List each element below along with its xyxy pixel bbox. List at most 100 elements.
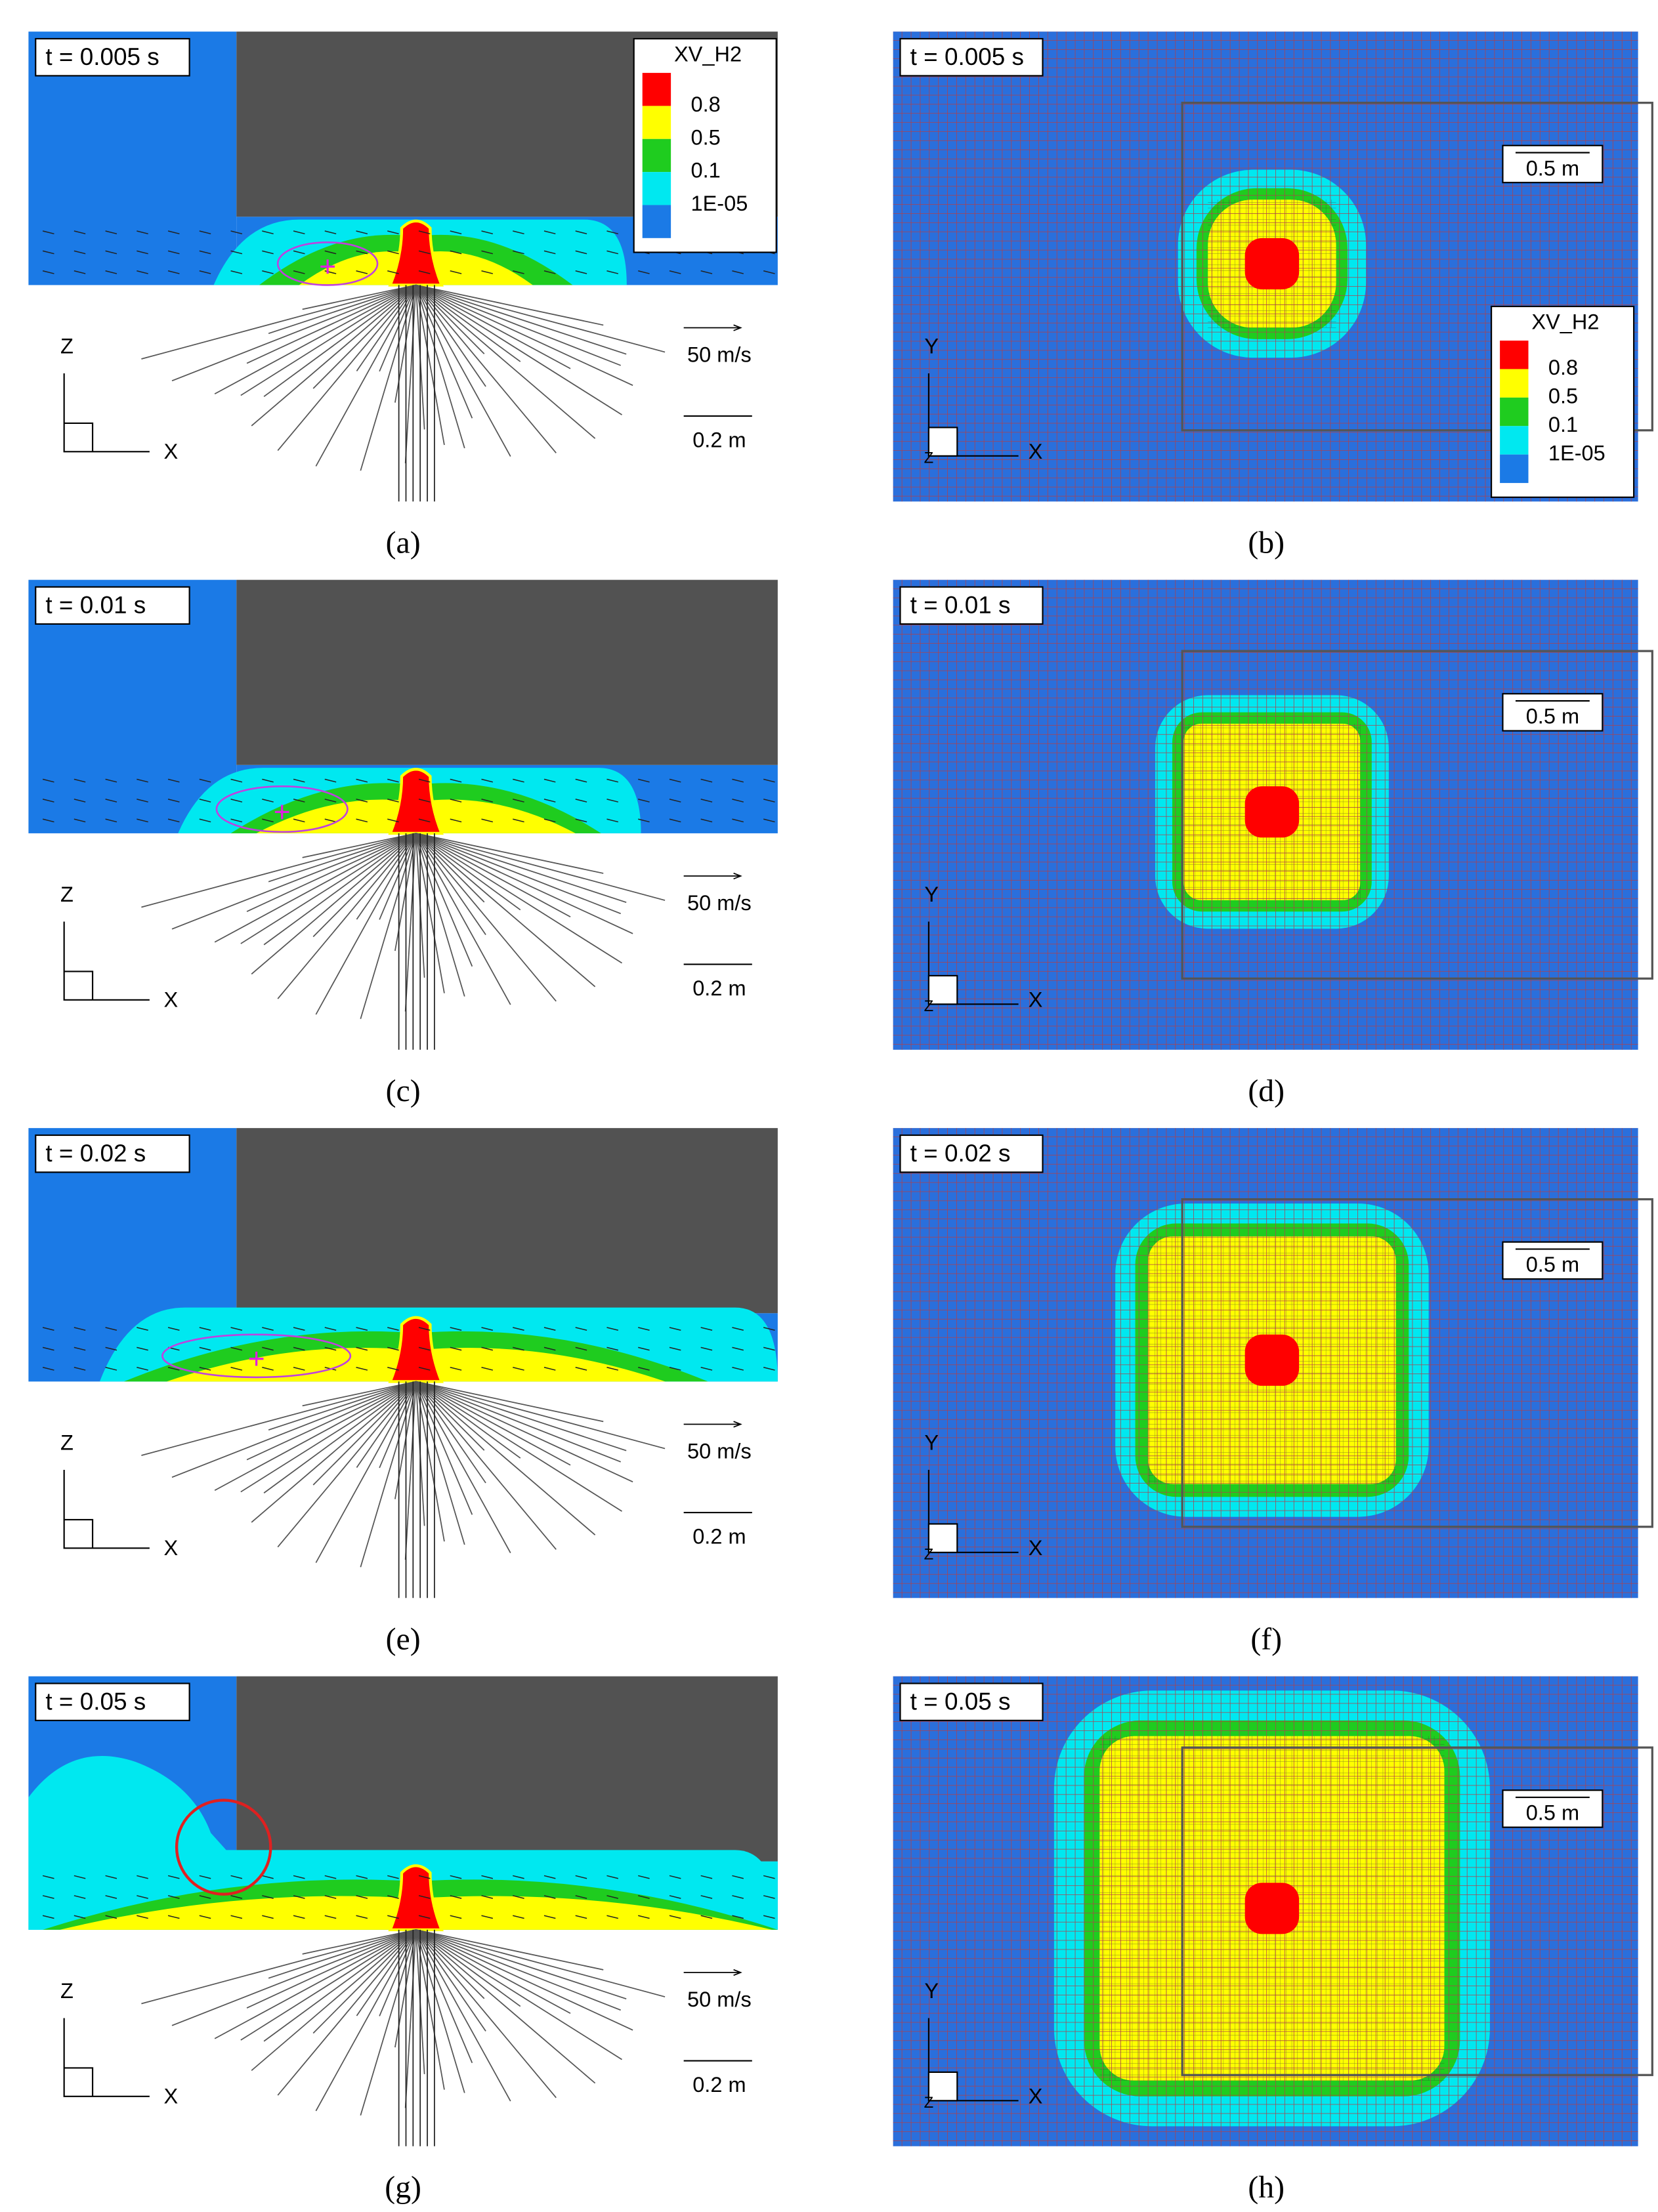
velocity-vector bbox=[415, 1381, 511, 1553]
flow-arrow bbox=[763, 1915, 775, 1919]
time-box bbox=[35, 1134, 190, 1173]
time-label: t = 0.02 s bbox=[45, 1140, 146, 1167]
velocity-scale-label: 50 m/s bbox=[687, 1440, 752, 1463]
velocity-vector bbox=[415, 1381, 473, 1515]
flow-arrow bbox=[230, 799, 243, 803]
flow-arrow bbox=[262, 818, 274, 823]
flow-arrow bbox=[167, 270, 180, 274]
time-label: t = 0.05 s bbox=[45, 1688, 146, 1715]
flow-arrow bbox=[262, 1915, 274, 1919]
flow-arrow bbox=[356, 1915, 368, 1919]
side-view-panel: t = 0.05 s 50 m/s 0.2 m Z X bbox=[28, 1676, 778, 2146]
flow-arrow bbox=[575, 1346, 587, 1351]
flow-arrow bbox=[230, 1346, 243, 1351]
obstacle-outline bbox=[1181, 650, 1653, 980]
flow-arrow bbox=[669, 270, 681, 274]
axis-label: Z bbox=[924, 1545, 934, 1563]
flow-arrow bbox=[42, 799, 54, 803]
side-view-panel: t = 0.01 s 50 m/s 0.2 m Z X bbox=[28, 579, 778, 1050]
flow-arrow bbox=[543, 1366, 556, 1371]
flow-arrow bbox=[575, 818, 587, 823]
velocity-vector bbox=[415, 285, 511, 457]
flow-arrow bbox=[199, 1366, 211, 1371]
legend-label: 0.8 bbox=[691, 93, 720, 116]
flow-arrow bbox=[74, 250, 86, 255]
flow-arrow bbox=[167, 1915, 180, 1919]
flow-arrow bbox=[606, 1327, 619, 1331]
velocity-vector bbox=[240, 1381, 417, 1493]
flow-arrow bbox=[42, 230, 54, 235]
flow-arrow bbox=[74, 799, 86, 803]
flow-arrow bbox=[450, 1915, 462, 1919]
flow-arrow bbox=[199, 1875, 211, 1879]
velocity-vector bbox=[415, 833, 571, 918]
axis-triad bbox=[63, 2018, 150, 2097]
velocity-vector bbox=[415, 1929, 473, 2064]
flow-arrow bbox=[137, 1895, 148, 1899]
time-box bbox=[35, 37, 190, 77]
time-label: t = 0.005 s bbox=[45, 43, 159, 70]
flow-arrow bbox=[543, 778, 556, 783]
flow-arrow bbox=[575, 778, 587, 783]
scale-box bbox=[1502, 1789, 1604, 1828]
flow-arrow bbox=[167, 818, 180, 823]
velocity-vector bbox=[171, 1929, 416, 2026]
velocity-vector bbox=[415, 284, 666, 353]
flow-arrow bbox=[356, 1875, 368, 1879]
legend-label: 0.8 bbox=[1548, 356, 1578, 379]
flow-arrow bbox=[230, 778, 243, 783]
axis-origin bbox=[927, 427, 958, 457]
flow-arrow bbox=[543, 270, 556, 274]
flow-arrow bbox=[481, 270, 494, 274]
axis-triad bbox=[63, 373, 150, 453]
flow-arrow bbox=[513, 1895, 524, 1899]
velocity-vector bbox=[415, 833, 557, 1002]
flow-arrow bbox=[167, 1366, 180, 1371]
flow-arrow bbox=[638, 1875, 650, 1879]
flow-arrow bbox=[74, 230, 86, 235]
length-scale-label: 0.2 m bbox=[692, 1525, 746, 1549]
flow-arrow bbox=[387, 818, 399, 823]
flow-arrow bbox=[199, 1915, 211, 1919]
flow-arrow bbox=[42, 1366, 54, 1371]
velocity-vector bbox=[141, 833, 416, 908]
flow-arrow bbox=[481, 1915, 494, 1919]
axis-label: Y bbox=[924, 883, 939, 906]
flow-arrow bbox=[763, 1895, 775, 1899]
flow-arrow bbox=[763, 1327, 775, 1331]
velocity-vector bbox=[214, 1381, 417, 1492]
flow-arrow bbox=[199, 778, 211, 783]
legend-swatch bbox=[642, 172, 671, 205]
velocity-vector bbox=[415, 284, 621, 366]
velocity-vector bbox=[379, 1929, 417, 2016]
axis-label: Z bbox=[60, 1430, 74, 1454]
flow-arrow bbox=[575, 1875, 587, 1879]
flow-arrow bbox=[638, 1327, 650, 1331]
flow-arrow bbox=[513, 1327, 524, 1331]
velocity-scale-arrow bbox=[683, 872, 742, 880]
flow-arrow bbox=[262, 1346, 274, 1351]
time-label: t = 0.01 s bbox=[45, 592, 146, 619]
flow-arrow bbox=[42, 1895, 54, 1899]
velocity-vector bbox=[415, 284, 571, 369]
velocity-vector bbox=[415, 833, 622, 964]
velocity-vector bbox=[171, 284, 416, 382]
velocity-vector bbox=[415, 833, 621, 915]
flow-arrow bbox=[199, 1895, 211, 1899]
flow-arrow bbox=[763, 778, 775, 783]
velocity-vector bbox=[302, 1381, 416, 1407]
flow-arrow bbox=[418, 1346, 431, 1351]
flow-arrow bbox=[450, 778, 462, 783]
flow-arrow bbox=[481, 250, 494, 255]
axis-label: X bbox=[164, 988, 179, 1012]
velocity-vector bbox=[263, 1929, 417, 2042]
jet-core bbox=[388, 1864, 444, 1932]
velocity-vector bbox=[214, 1929, 417, 2039]
flow-arrow bbox=[669, 1346, 681, 1351]
cloud-lobe bbox=[166, 1348, 416, 1382]
velocity-vector bbox=[415, 1929, 621, 2011]
flow-arrow bbox=[105, 250, 117, 255]
length-scale-label: 0.2 m bbox=[692, 428, 746, 452]
velocity-vector bbox=[302, 1929, 416, 1955]
